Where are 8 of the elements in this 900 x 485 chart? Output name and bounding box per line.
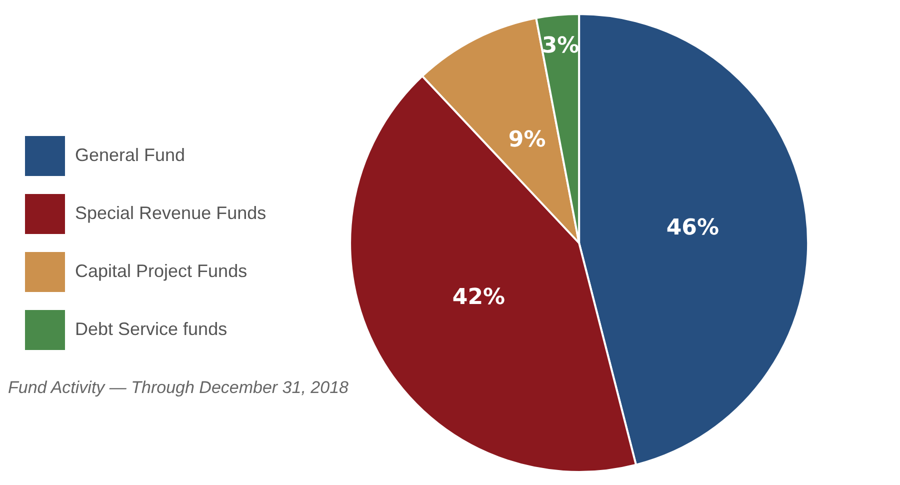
legend-label: Capital Project Funds xyxy=(75,260,248,281)
data-label: 42% xyxy=(452,284,506,310)
data-label: 9% xyxy=(508,128,546,153)
data-label: 46% xyxy=(666,215,719,240)
text: Fund Activity — Through December 31, 2018 xyxy=(8,378,348,398)
legend-label: Debt Service funds xyxy=(75,318,228,339)
legend-label: General Fund xyxy=(75,144,186,165)
legend-label: Special Revenue Funds xyxy=(75,202,266,223)
